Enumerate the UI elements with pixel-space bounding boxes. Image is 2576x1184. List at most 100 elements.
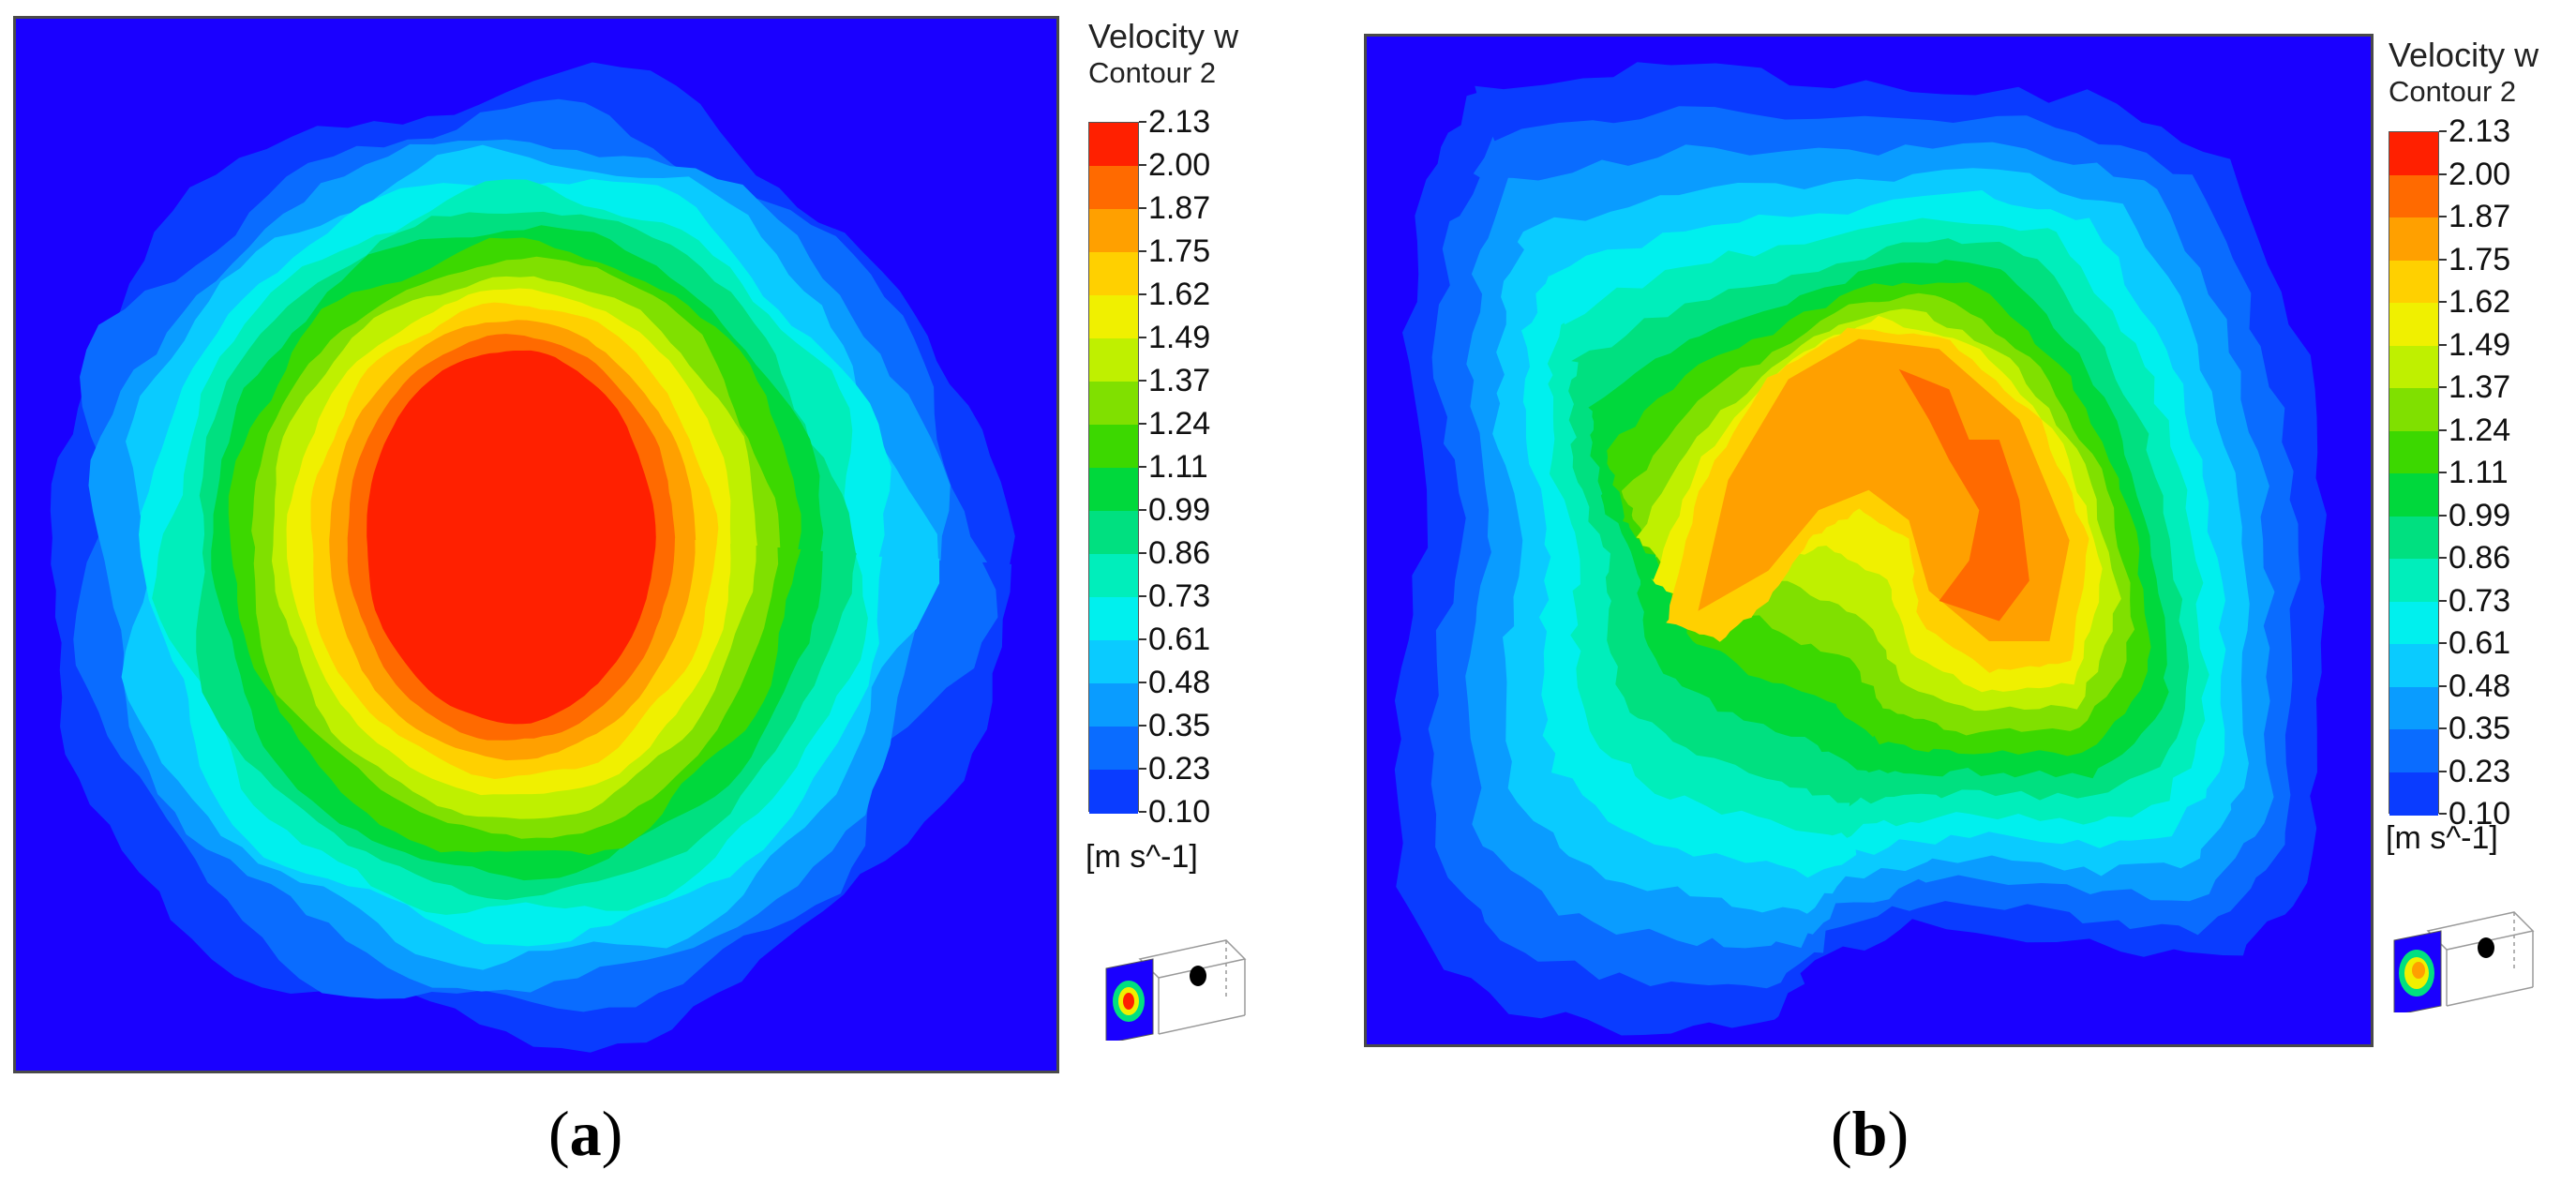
colorbar-tick-mark	[1139, 552, 1146, 554]
colorbar-tick-mark	[2439, 472, 2447, 473]
colorbar-tick-mark	[2439, 813, 2447, 815]
unit-label-b: [m s^-1]	[2386, 820, 2498, 856]
colorbar-tick-mark	[1139, 337, 1146, 338]
colorbar-segment	[1089, 727, 1138, 771]
colorbar-tick-label: 0.99	[1148, 492, 1211, 528]
panel-label-a-open: (	[548, 1098, 570, 1169]
colorbar-tick-mark	[1139, 164, 1146, 166]
panel-label-a-letter: a	[569, 1098, 602, 1169]
colorbar-segment	[2389, 686, 2438, 730]
panel-label-b-letter: b	[1851, 1098, 1888, 1169]
contour-svg-a	[16, 19, 1056, 1071]
colorbar-segment	[2389, 388, 2438, 431]
colorbar-segment	[1089, 511, 1138, 555]
colorbar-tick-label: 0.86	[2449, 540, 2511, 576]
colorbar-tick-mark	[2439, 684, 2447, 687]
colorbar-tick-label: 2.00	[2449, 156, 2511, 192]
colorbar-segment	[1089, 425, 1138, 469]
colorbar-tick-label: 1.75	[2449, 241, 2511, 277]
colorbar-segment	[1089, 252, 1138, 296]
colorbar-tick-label: 1.37	[1148, 363, 1211, 398]
colorbar-tick-label: 0.48	[1148, 665, 1211, 700]
colorbar-tick-mark	[2439, 301, 2447, 303]
colorbar-segment	[2389, 729, 2438, 772]
colorbar-segment	[2389, 132, 2438, 175]
colorbar-tick-label: 1.49	[2449, 326, 2511, 363]
colorbar-tick-mark	[2439, 557, 2447, 559]
colorbar-segment	[1089, 166, 1138, 210]
unit-label-a: [m s^-1]	[1086, 839, 1198, 875]
colorbar-tick-label: 0.73	[1148, 578, 1211, 614]
contour-band	[1898, 368, 2029, 622]
colorbar-b	[2389, 131, 2439, 816]
colorbar-tick-label: 1.37	[2449, 369, 2511, 405]
colorbar-tick-label: 0.48	[2449, 667, 2511, 704]
colorbar-a	[1088, 122, 1139, 814]
legend-title-a: Velocity w Contour 2	[1088, 17, 1238, 90]
colorbar-segment	[2389, 260, 2438, 304]
legend-title-line-a: Velocity w	[1088, 17, 1239, 55]
colorbar-tick-mark	[1139, 768, 1146, 770]
colorbar-tick-label: 1.11	[2449, 455, 2509, 490]
colorbar-tick-label: 2.13	[2449, 113, 2511, 149]
colorbar-tick-label: 0.86	[1148, 535, 1211, 571]
colorbar-tick-mark	[2439, 514, 2447, 517]
colorbar-segment	[2389, 303, 2438, 346]
colorbar-tick-label: 0.35	[2449, 711, 2511, 746]
colorbar-segment	[2389, 174, 2438, 218]
legend-title-b: Velocity w Contour 2	[2389, 36, 2539, 109]
colorbar-tick-label: 0.73	[2449, 582, 2511, 619]
colorbar-tick-label: 0.61	[2449, 625, 2511, 661]
colorbar-tick-label: 1.24	[2449, 412, 2511, 448]
colorbar-tick-mark	[2439, 599, 2447, 602]
colorbar-segment	[2389, 516, 2438, 560]
colorbar-segment	[1089, 468, 1138, 512]
colorbar-segment	[2389, 430, 2438, 474]
contour-svg-b	[1367, 37, 2371, 1044]
colorbar-tick-mark	[2439, 770, 2447, 772]
colorbar-tick-mark	[2439, 642, 2447, 644]
colorbar-tick-mark	[2439, 130, 2447, 132]
colorbar-tick-label: 2.13	[1148, 104, 1211, 140]
colorbar-tick-mark	[2439, 216, 2447, 217]
colorbar-tick-label: 1.24	[1148, 406, 1211, 442]
colorbar-tick-mark	[2439, 258, 2447, 261]
colorbar-tick-label: 1.62	[2449, 284, 2511, 320]
colorbar-tick-mark	[1139, 207, 1146, 209]
colorbar-tick-label: 0.23	[2449, 753, 2511, 789]
colorbar-tick-mark	[2439, 172, 2447, 175]
colorbar-segment	[1089, 338, 1138, 382]
panel-label-a: (a)	[548, 1097, 622, 1171]
axis-triad-icon	[2393, 911, 2535, 1012]
colorbar-tick-mark	[1139, 509, 1146, 511]
panel-label-b-close: )	[1887, 1098, 1910, 1169]
colorbar-tick-mark	[2439, 343, 2447, 346]
panel-label-b-open: (	[1831, 1098, 1852, 1169]
panel-label-b: (b)	[1831, 1097, 1909, 1171]
colorbar-segment	[1089, 597, 1138, 641]
colorbar-tick-mark	[1139, 293, 1146, 295]
colorbar-segment	[1089, 554, 1138, 598]
colorbar-tick-mark	[1139, 638, 1146, 640]
colorbar-tick-mark	[2439, 727, 2447, 729]
colorbar-tick-label: 1.87	[1148, 190, 1211, 226]
colorbar-tick-label: 2.00	[1148, 147, 1211, 183]
colorbar-tick-label: 1.75	[1148, 233, 1211, 269]
legend-subtitle-a: Contour 2	[1088, 56, 1217, 89]
colorbar-segment	[1089, 209, 1138, 253]
colorbar-tick-label: 0.99	[2449, 497, 2511, 533]
colorbar-tick-label: 0.10	[2449, 796, 2511, 832]
colorbar-segment	[2389, 217, 2438, 261]
contour-plot-a	[13, 16, 1059, 1073]
contour-band	[367, 350, 656, 725]
contour-plot-b	[1364, 34, 2374, 1047]
colorbar-tick-mark	[1139, 121, 1146, 123]
colorbar-tick-label: 1.62	[1148, 277, 1211, 312]
colorbar-segment	[1089, 640, 1138, 684]
colorbar-tick-label: 1.11	[1148, 449, 1208, 485]
colorbar-segment	[2389, 473, 2438, 517]
colorbar-tick-label: 0.35	[1148, 708, 1211, 743]
legend-title-line-b: Velocity w	[2389, 36, 2539, 74]
colorbar-tick-mark	[1139, 725, 1146, 727]
colorbar-tick-mark	[1139, 380, 1146, 382]
